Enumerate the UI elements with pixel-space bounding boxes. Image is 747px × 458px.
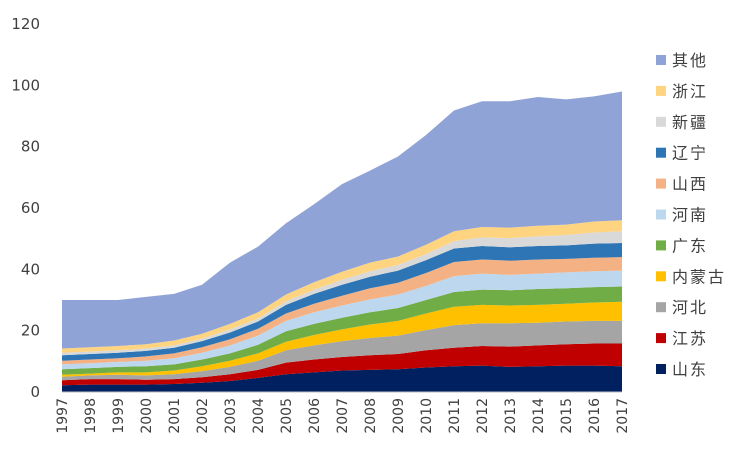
area-series-5	[62, 286, 622, 375]
x-tick-label: 1997	[55, 398, 71, 434]
x-tick-label: 2016	[587, 398, 603, 434]
legend-label: 内蒙古	[672, 267, 726, 286]
x-tick-label: 2014	[531, 398, 547, 434]
legend-swatch	[656, 209, 666, 220]
area-series-group	[62, 91, 622, 392]
x-tick-label: 2011	[447, 398, 463, 434]
y-tick-label: 100	[11, 76, 40, 94]
legend-swatch	[656, 147, 666, 158]
y-axis: 0 20 40 60 80 100 120	[11, 15, 40, 401]
x-tick-label: 1998	[83, 398, 99, 434]
legend-swatch	[656, 240, 666, 251]
legend-swatch	[656, 85, 666, 96]
area-series-4	[62, 301, 622, 377]
legend-label: 其他	[672, 51, 708, 70]
legend-label: 广东	[672, 236, 708, 255]
x-tick-label: 2008	[363, 398, 379, 434]
legend-swatch	[656, 302, 666, 313]
x-tick-label: 2004	[251, 398, 267, 434]
y-tick-label: 120	[11, 15, 40, 33]
legend-label: 山西	[672, 175, 708, 194]
legend-label: 江苏	[672, 329, 708, 348]
x-tick-label: 2007	[335, 398, 351, 434]
legend-label: 新疆	[672, 113, 708, 132]
legend-label: 河南	[672, 206, 708, 225]
x-axis: 1997 1998 1999 2000 2001 2002 2003 2004 2005 2006…	[55, 391, 631, 434]
y-tick-label: 60	[21, 199, 40, 217]
x-tick-label: 2015	[559, 398, 575, 434]
area-series-6	[62, 270, 622, 370]
x-tick-label: 2006	[307, 398, 323, 434]
legend-swatch	[656, 333, 666, 344]
x-tick-label: 2003	[223, 398, 239, 434]
x-tick-label: 2005	[279, 398, 295, 434]
legend-swatch	[656, 116, 666, 127]
legend-swatch	[656, 55, 666, 65]
x-tick-label: 2017	[615, 398, 631, 434]
legend-label: 河北	[672, 298, 708, 317]
x-tick-label: 1999	[111, 398, 127, 434]
legend-label: 山东	[672, 360, 708, 379]
x-tick-label: 2010	[419, 398, 435, 434]
x-tick-label: 2002	[195, 398, 211, 434]
y-tick-label: 40	[21, 260, 40, 278]
area-series-3	[62, 320, 622, 381]
area-series-8	[62, 243, 622, 361]
area-series-7	[62, 257, 622, 365]
y-tick-label: 80	[21, 138, 40, 156]
legend-label: 辽宁	[672, 144, 708, 163]
area-series-9	[62, 231, 622, 356]
area-series-11	[62, 91, 622, 349]
x-tick-label: 2001	[167, 398, 183, 434]
y-tick-label: 20	[21, 322, 40, 340]
legend-label: 浙江	[672, 82, 708, 101]
legend-swatch	[656, 271, 666, 282]
legend-swatch	[656, 364, 666, 374]
area-series-10	[62, 220, 622, 353]
x-tick-label: 2012	[475, 398, 491, 434]
y-tick-label: 0	[30, 383, 40, 401]
area-series-1	[62, 365, 622, 392]
area-series-2	[62, 343, 622, 386]
x-tick-label: 2013	[503, 398, 519, 434]
legend-swatch	[656, 178, 666, 189]
x-tick-label: 2009	[391, 398, 407, 434]
x-tick-label: 2000	[139, 398, 155, 434]
